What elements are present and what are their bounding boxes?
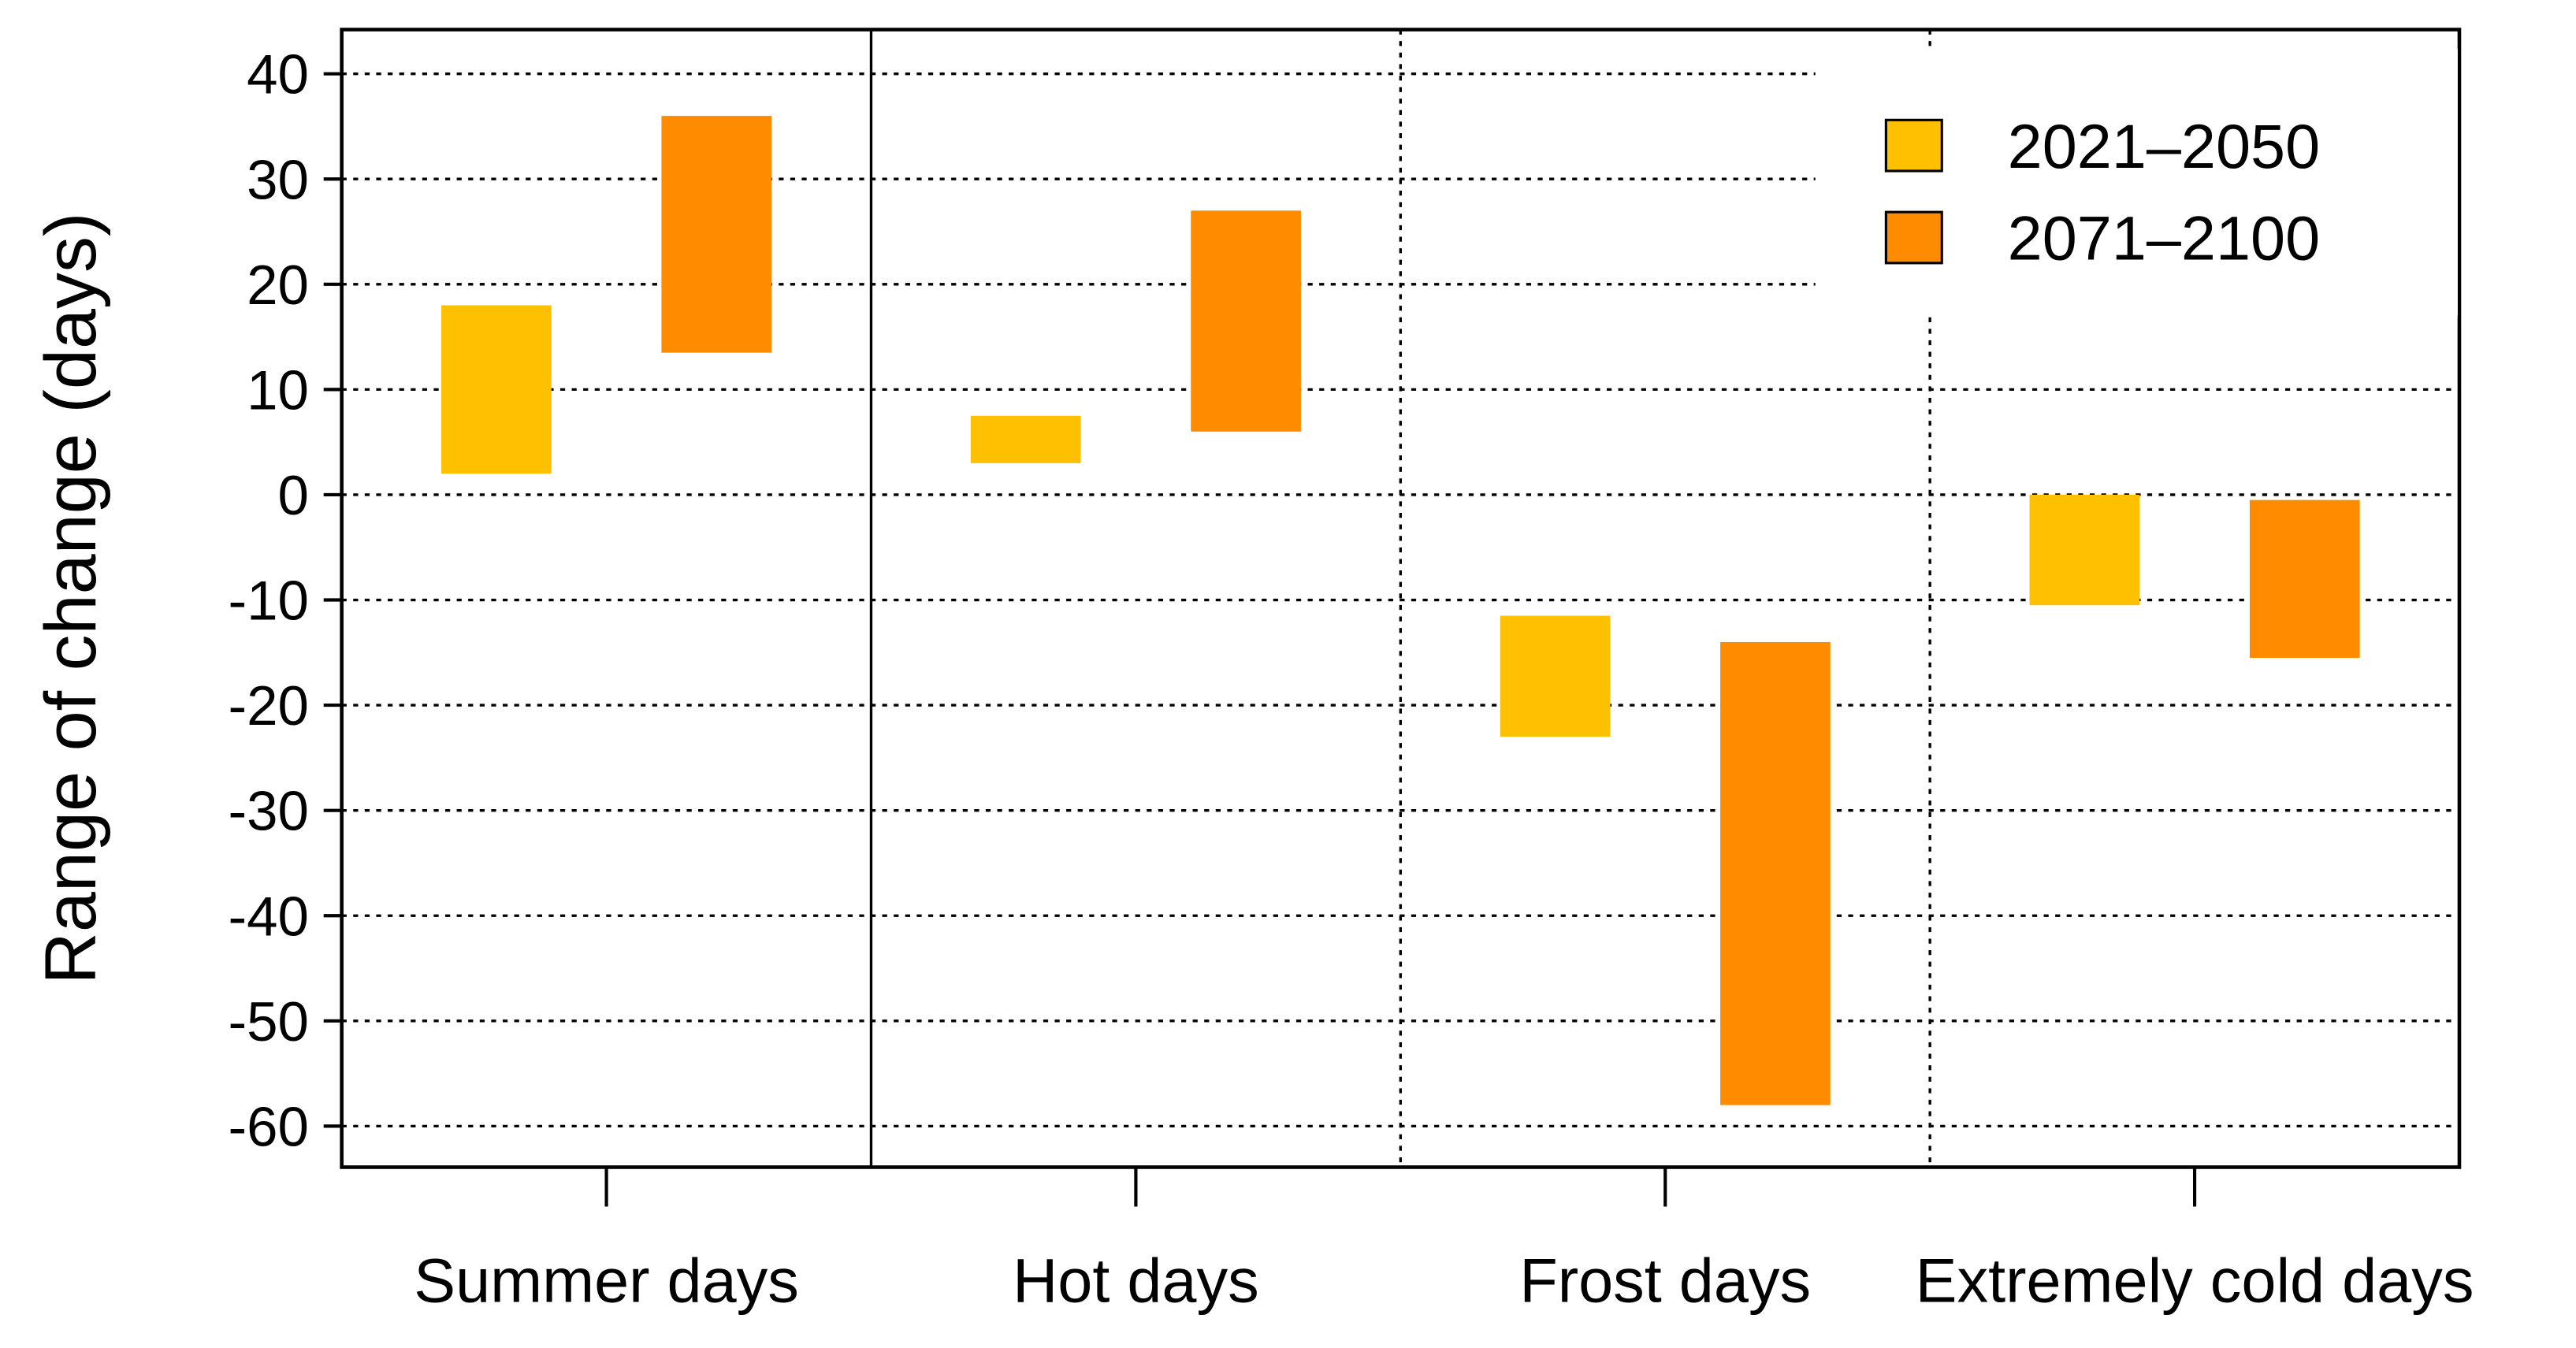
y-tick-label: 10 (247, 359, 309, 421)
bar (970, 415, 1081, 463)
y-tick-label: -40 (229, 886, 309, 948)
legend-swatch (1884, 118, 1943, 173)
bar (2249, 499, 2360, 658)
x-tick-label: Frost days (1519, 1246, 1811, 1316)
legend-label: 2021–2050 (2008, 111, 2321, 181)
x-tick-label: Hot days (1013, 1246, 1259, 1316)
y-tick-label: 0 (278, 465, 309, 527)
y-tick-label: 30 (247, 149, 309, 211)
y-tick-label: 20 (247, 254, 309, 317)
legend-label: 2071–2100 (2008, 203, 2321, 273)
legend-box (1815, 49, 2458, 316)
bar (2029, 494, 2140, 606)
y-tick-label: -10 (229, 570, 309, 633)
legend-swatch (1884, 210, 1943, 265)
y-tick-label: 40 (247, 44, 309, 106)
y-tick-label: -30 (229, 781, 309, 843)
y-tick-label: -20 (229, 675, 309, 737)
y-tick-label: -50 (229, 991, 309, 1053)
y-tick-label: -60 (229, 1096, 309, 1158)
y-axis-label: Range of change (days) (31, 213, 111, 985)
x-tick-label: Summer days (414, 1246, 799, 1316)
bar (661, 116, 772, 353)
bar (1720, 641, 1831, 1105)
bar (441, 305, 552, 474)
plot-frame (340, 28, 2462, 1169)
bar (1191, 210, 1301, 432)
x-tick-label: Extremely cold days (1916, 1246, 2474, 1316)
bar (1500, 615, 1611, 737)
